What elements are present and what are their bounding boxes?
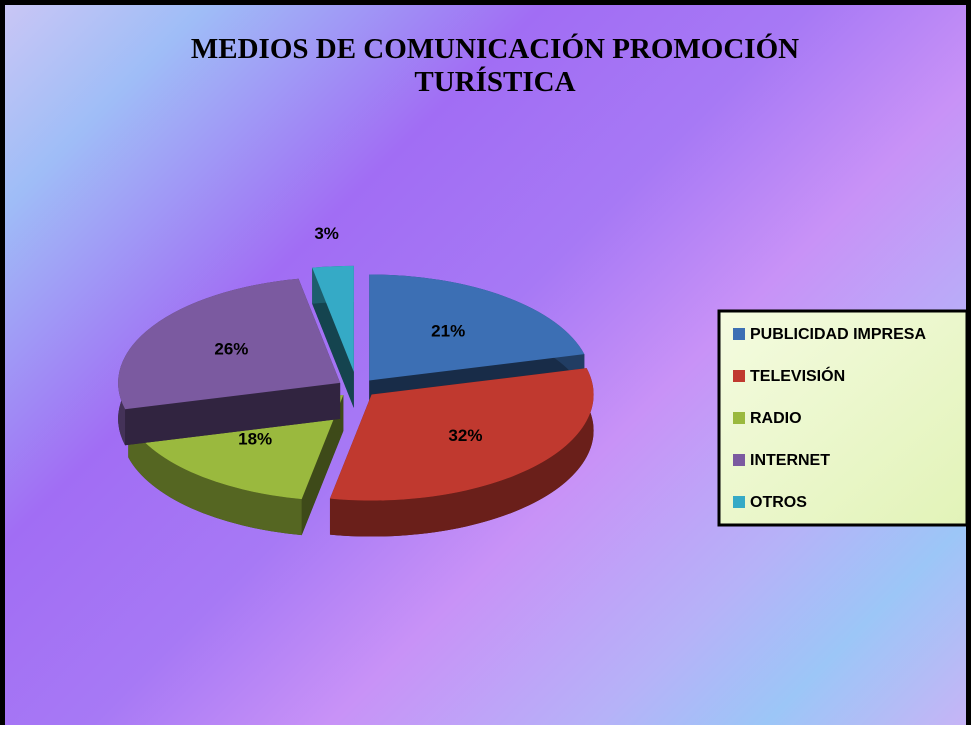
legend-swatch <box>733 454 745 466</box>
legend-label: TELEVISIÓN <box>750 366 845 385</box>
slice-top <box>118 278 341 410</box>
slice-side <box>128 421 302 536</box>
data-label: 26% <box>214 339 248 358</box>
data-label: 18% <box>238 429 272 448</box>
legend-label: RADIO <box>750 410 802 427</box>
legend-box <box>717 309 969 527</box>
slice-top <box>329 368 594 501</box>
slice-top <box>369 274 585 381</box>
slice-wall <box>125 382 341 446</box>
chart: 21% 32% 18% 26% 3% PUBLICIDAD IMPRESA TELEVISI… <box>118 224 969 537</box>
pie-slice <box>118 278 341 446</box>
data-label: 21% <box>431 321 465 340</box>
pie-slice <box>312 265 354 408</box>
pie-slice <box>329 368 594 537</box>
slice-side <box>329 368 594 537</box>
data-label: 3% <box>314 224 339 243</box>
legend-label: OTROS <box>750 494 807 511</box>
legend-swatch <box>733 412 745 424</box>
legend-swatch <box>733 496 745 508</box>
chart-title: MEDIOS DE COMUNICACIÓN PROMOCIÓN TURÍSTI… <box>190 33 800 98</box>
slice-top <box>312 265 354 372</box>
legend-label: INTERNET <box>750 452 830 469</box>
legend-swatch <box>733 370 745 382</box>
legend-swatch <box>733 328 745 340</box>
legend-label: PUBLICIDAD IMPRESA <box>750 326 926 343</box>
data-label: 32% <box>448 426 482 445</box>
